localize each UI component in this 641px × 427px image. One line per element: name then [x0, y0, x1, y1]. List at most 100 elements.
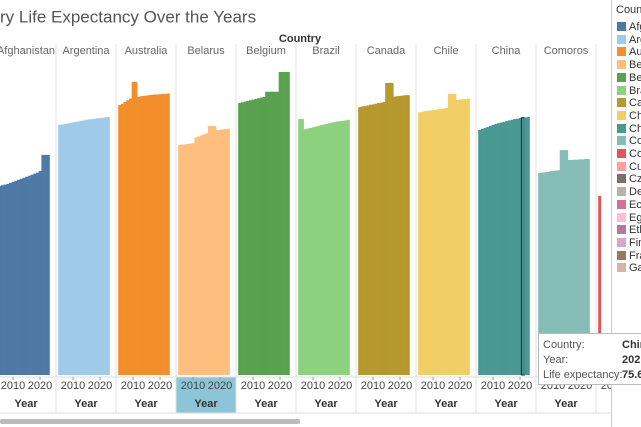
bar: [96, 118, 100, 375]
x-axis-label: Year: [134, 398, 158, 410]
bar: [341, 120, 345, 375]
bar: [17, 179, 21, 375]
panel-header: Brazil: [312, 45, 340, 57]
bar: [161, 93, 165, 375]
tooltip-label: Life expectancy:: [543, 369, 623, 381]
bar: [371, 104, 375, 375]
bar: [565, 150, 569, 375]
bar: [382, 102, 386, 375]
bar: [216, 129, 220, 375]
bar: [265, 91, 269, 375]
bar: [41, 154, 45, 375]
legend-label: Bel: [629, 71, 641, 84]
bar: [58, 124, 62, 375]
bar: [207, 125, 211, 375]
bar: [90, 119, 94, 375]
bar: [428, 110, 432, 376]
bar: [0, 185, 4, 375]
bar: [584, 158, 588, 375]
bar: [126, 100, 130, 375]
legend-swatch: [617, 149, 626, 158]
bar: [79, 120, 83, 375]
bar: [284, 71, 288, 375]
bar: [224, 128, 228, 375]
bar: [387, 82, 391, 375]
bar: [330, 122, 334, 376]
bar: [221, 129, 225, 375]
bar: [137, 96, 141, 375]
bar: [453, 93, 457, 375]
bar: [520, 117, 525, 376]
bar: [513, 119, 517, 375]
legend-entry: Arg: [617, 34, 641, 46]
bar: [338, 121, 342, 375]
legend-entry: Au: [617, 46, 641, 58]
bar: [396, 96, 400, 375]
bar: [450, 93, 454, 375]
bar: [377, 103, 381, 375]
legend-swatch: [617, 60, 626, 70]
bar: [93, 118, 97, 375]
bar: [311, 127, 315, 375]
legend-label: Afg: [629, 21, 641, 33]
x-tick-label: 2010: [121, 380, 145, 392]
bar: [19, 178, 23, 375]
tooltip-label: Year:: [543, 354, 569, 366]
bar: [516, 118, 520, 375]
bar: [104, 117, 108, 376]
legend-label: Cul: [629, 160, 641, 173]
bar: [33, 173, 37, 375]
bar: [526, 117, 530, 375]
x-axis-label: Year: [554, 398, 578, 410]
panel-header: Belarus: [187, 45, 225, 57]
bar: [139, 96, 143, 375]
bar: [180, 144, 184, 375]
bar: [66, 123, 70, 376]
bar: [486, 126, 490, 375]
bar: [491, 124, 495, 375]
legend-swatch: [617, 72, 626, 82]
bar: [434, 109, 438, 375]
bar: [497, 123, 501, 375]
bar: [319, 125, 323, 375]
bar: [82, 120, 86, 376]
bar: [213, 125, 217, 375]
bar: [598, 195, 602, 375]
bar: [431, 110, 435, 375]
bar: [68, 122, 72, 375]
legend-entry: Cor: [617, 135, 641, 147]
legend-swatch: [617, 98, 626, 108]
legend-label: Bra: [629, 84, 641, 97]
legend-swatch: [617, 47, 626, 57]
bar: [322, 124, 326, 376]
bar: [186, 143, 190, 375]
bar: [71, 122, 75, 376]
bar: [586, 158, 590, 375]
legend-swatch: [617, 85, 626, 95]
bar: [401, 95, 405, 376]
bar: [25, 176, 29, 375]
tooltip: Country: Chir Year: 202 Life expectancy:75.6: [538, 333, 641, 385]
x-axis-label: Year: [314, 398, 338, 410]
bar: [74, 121, 78, 375]
bar: [499, 122, 503, 376]
panel-header: Australia: [125, 45, 169, 57]
bar: [505, 121, 509, 375]
bar: [278, 71, 282, 375]
bar: [267, 91, 271, 375]
bar: [254, 98, 258, 375]
bar: [281, 71, 285, 375]
bar: [142, 95, 146, 375]
bar: [398, 95, 402, 375]
legend-entry: Gam: [617, 262, 641, 274]
bar: [576, 159, 580, 375]
bar: [240, 102, 244, 375]
bar: [567, 160, 571, 375]
bar: [128, 98, 132, 376]
bar: [548, 171, 552, 375]
bar: [510, 119, 514, 375]
bar: [257, 98, 261, 375]
scrollbar[interactable]: [0, 419, 300, 424]
bar: [480, 128, 484, 375]
bar: [404, 95, 408, 375]
